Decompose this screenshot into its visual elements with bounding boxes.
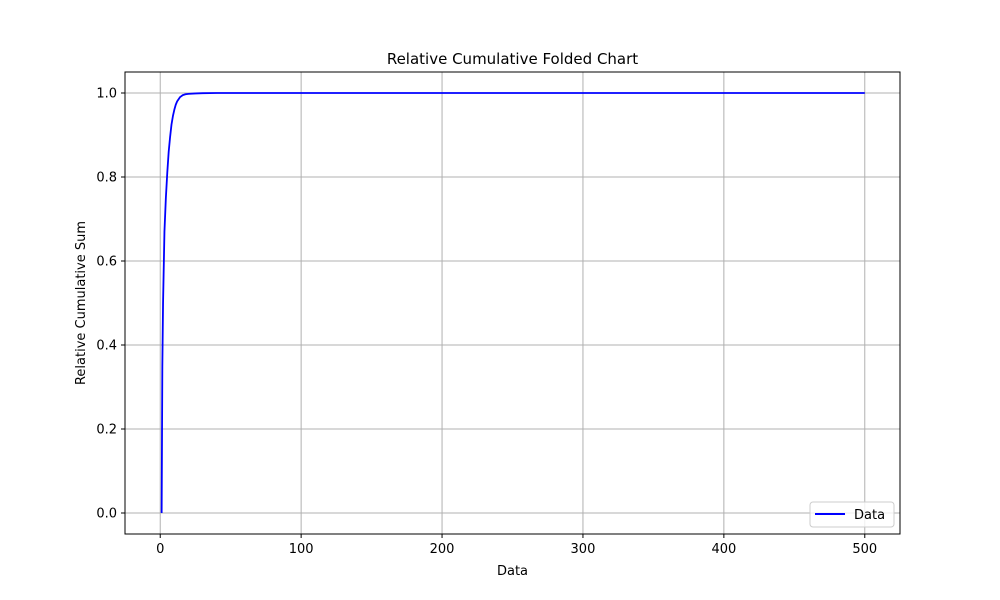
y-tick-label: 0.4: [96, 339, 117, 354]
x-tick-label: 500: [852, 542, 877, 557]
x-tick-label: 300: [571, 542, 596, 557]
y-axis-label: Relative Cumulative Sum: [74, 221, 89, 385]
y-tick-label: 0.6: [96, 255, 117, 270]
legend-label-data: Data: [854, 508, 885, 523]
y-tick-label: 0.8: [96, 171, 117, 186]
x-axis-ticks: 0 100 200 300 400 500: [156, 534, 877, 557]
x-tick-label: 200: [430, 542, 455, 557]
chart-title: Relative Cumulative Folded Chart: [387, 50, 638, 68]
x-axis-label: Data: [497, 564, 528, 579]
x-tick-label: 100: [289, 542, 314, 557]
y-tick-label: 1.0: [96, 87, 117, 102]
y-tick-label: 0.0: [96, 507, 117, 522]
x-tick-label: 0: [156, 542, 164, 557]
legend-frame: [809, 501, 895, 528]
y-tick-label: 0.2: [96, 423, 117, 438]
plot-area-frame: [124, 71, 901, 535]
x-tick-label: 400: [711, 542, 736, 557]
series-layer: [160, 92, 865, 514]
grid-lines: [125, 72, 900, 534]
y-axis-ticks: 0.0 0.2 0.4 0.6 0.8 1.0: [96, 87, 125, 522]
legend: Data: [809, 501, 895, 528]
series-line-data: [160, 92, 865, 514]
